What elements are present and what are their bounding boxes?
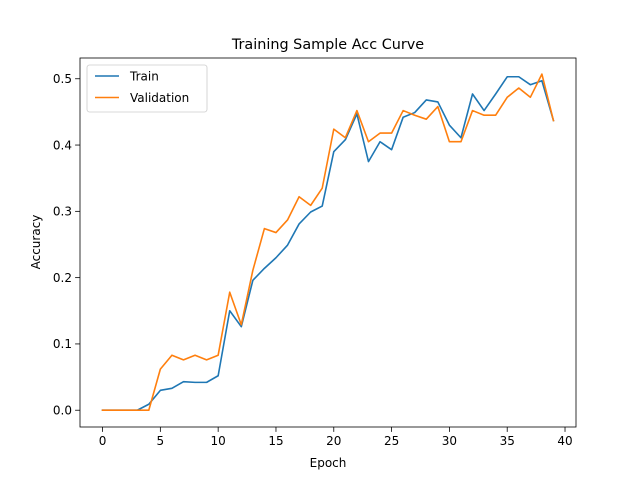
series-line-train (101, 75, 555, 412)
x-tick-label: 40 (557, 434, 572, 448)
y-tick-label: 0.1 (53, 337, 72, 351)
x-tick-label: 35 (500, 434, 515, 448)
x-tick-label: 10 (211, 434, 226, 448)
x-tick-label: 15 (268, 434, 283, 448)
y-tick-label: 0.5 (53, 72, 72, 86)
legend-label-train: Train (129, 69, 159, 83)
series-line-validation (101, 73, 555, 412)
plot-frame (79, 57, 577, 428)
y-tick-label: 0.4 (53, 138, 72, 152)
y-tick-label: 0.2 (53, 271, 72, 285)
series-layer (101, 73, 555, 412)
x-tick-label: 30 (442, 434, 457, 448)
y-tick-label: 0.0 (53, 404, 72, 418)
x-tick-label: 0 (99, 434, 107, 448)
x-tick-label: 20 (326, 434, 341, 448)
y-tick-label: 0.3 (53, 205, 72, 219)
legend-label-validation: Validation (130, 91, 189, 105)
y-axis-label: Accuracy (29, 215, 43, 270)
y-axis-ticks: 0.0 0.1 0.2 0.3 0.4 0.5 (53, 72, 80, 418)
chart-title: Training Sample Acc Curve (231, 37, 424, 53)
x-tick-label: 5 (157, 434, 165, 448)
legend: Train Validation (86, 64, 208, 113)
x-axis-ticks: 0 5 10 15 20 25 30 35 40 (99, 427, 573, 448)
x-tick-label: 25 (384, 434, 399, 448)
x-axis-label: Epoch (310, 456, 347, 470)
